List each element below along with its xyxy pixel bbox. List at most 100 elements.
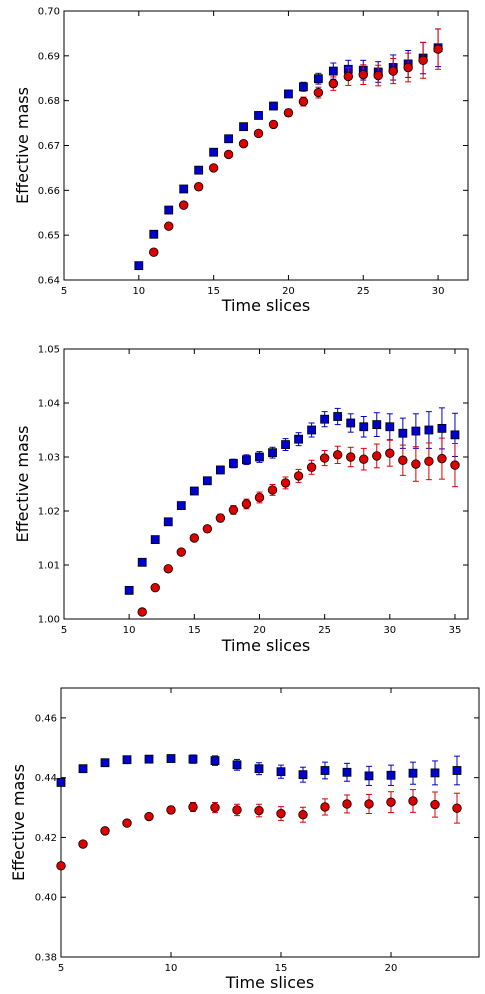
square-marker [239,122,248,132]
y-tick-label: 1.01 [38,561,60,572]
x-tick-label: 20 [385,963,398,974]
square-marker [229,459,238,468]
circle-marker [328,78,339,89]
square-marker [210,756,220,766]
square-marker [450,430,460,440]
x-tick-label: 15 [275,963,288,974]
square-marker [232,760,242,770]
circle-marker [359,454,369,464]
circle-marker [343,71,353,82]
square-marker [144,754,154,764]
square-marker [202,476,212,486]
plot-frame [63,348,469,620]
y-tick-label: 0.64 [38,276,60,287]
circle-marker [424,456,434,467]
y-tick-label: 0.38 [35,953,57,964]
circle-marker [280,478,291,488]
square-marker [359,422,369,432]
square-marker [209,147,219,157]
x-tick-label: 30 [383,625,396,636]
circle-marker [298,96,309,107]
x-tick-label: 5 [61,625,67,636]
circle-marker [283,108,294,118]
circle-marker [276,808,286,819]
square-marker [194,165,204,175]
y-tick-label: 0.46 [35,713,57,724]
circle-marker [398,455,408,465]
y-tick-label: 1.00 [38,615,60,626]
square-marker [328,66,338,76]
y-tick-label: 0.42 [35,833,57,844]
square-marker [333,412,343,421]
circle-marker [193,182,204,192]
circle-marker [298,810,308,820]
circle-marker [78,839,88,849]
circle-marker [122,818,132,828]
square-marker [189,486,199,496]
circle-marker [267,485,278,495]
y-tick-label: 0.69 [38,51,60,62]
x-tick-label: 30 [432,286,445,297]
square-marker [386,770,396,780]
chart-panel-middle: 5 10 15 20 25 30 35 1.00 1.01 1.02 1.03 1.04 1.05 Ti… [13,345,469,655]
circle-marker [210,802,220,813]
square-marker [320,766,330,775]
square-marker [372,420,382,430]
square-marker [284,89,293,99]
x-tick-label: 5 [61,286,67,297]
circle-marker [313,87,324,98]
square-marker [188,754,198,764]
square-marker [298,770,308,780]
square-marker [320,414,330,424]
circle-marker [100,826,110,836]
circle-marker [385,448,395,458]
square-marker [254,111,263,120]
y-axis-label: Effective mass [9,764,28,881]
circle-marker [293,471,304,481]
x-axis-label: Time slices [221,636,310,655]
square-marker [78,764,88,774]
x-tick-label: 15 [207,286,220,297]
circle-marker [164,221,174,231]
circle-marker [452,803,462,813]
y-tick-label: 0.67 [38,141,60,152]
circle-marker [408,796,418,806]
square-marker [268,448,277,458]
circle-marker [372,451,382,461]
data-marks [134,28,443,271]
circle-marker [450,460,460,470]
circle-marker [238,139,249,149]
circle-marker [306,462,317,472]
y-axis-label: Effective mass [13,87,32,204]
square-marker [342,767,352,777]
square-marker [56,778,66,787]
circle-marker [215,513,226,523]
square-marker [254,764,264,774]
square-marker [452,766,462,775]
square-marker [122,755,132,765]
x-tick-label: 25 [318,625,331,636]
square-marker [137,557,147,567]
x-tick-label: 20 [282,286,295,297]
circle-marker [149,247,159,257]
circle-marker [418,55,428,66]
square-marker [215,465,225,475]
square-marker [242,455,251,465]
circle-marker [179,200,189,210]
x-tick-label: 25 [357,286,370,297]
square-marker [294,434,303,444]
square-marker [385,422,395,432]
x-axis-label: Time slices [225,973,314,992]
square-marker [269,101,278,111]
x-axis-label: Time slices [221,296,310,315]
circle-marker [403,62,413,73]
chart-panel-top: 5 10 15 20 25 300.640.650.660.670.680.690.70 … [13,7,469,315]
y-tick-label: 0.66 [38,186,60,197]
circle-marker [163,564,173,574]
y-tick-label: 0.40 [35,893,57,904]
data-marks [56,754,462,871]
circle-marker [189,533,200,543]
square-marker [149,229,159,239]
circle-marker [411,459,421,469]
